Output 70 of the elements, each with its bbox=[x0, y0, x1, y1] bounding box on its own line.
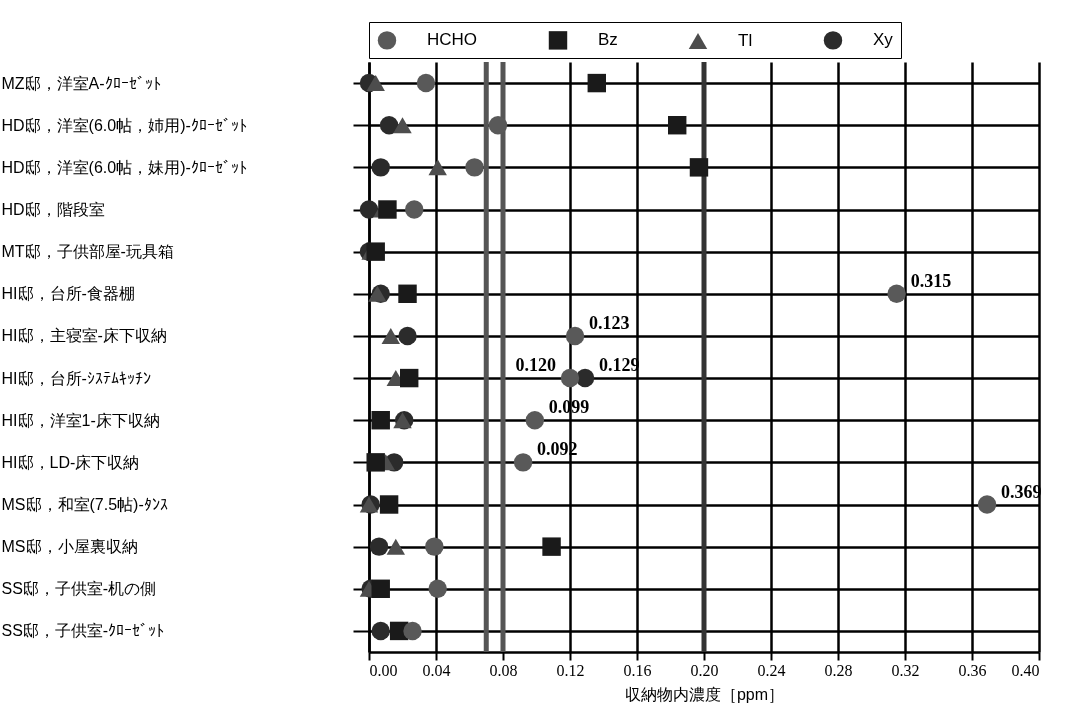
point bbox=[359, 200, 379, 219]
x-tick-label: 0.32 bbox=[891, 661, 920, 679]
y-tick-label: HI邸，台所-食器棚 bbox=[1, 285, 135, 303]
point bbox=[378, 200, 397, 219]
point bbox=[371, 621, 390, 641]
data-label: 0.315 bbox=[910, 270, 952, 291]
point bbox=[403, 621, 422, 641]
x-tick-label: 0.08 bbox=[489, 661, 518, 679]
x-tick-label: 0.16 bbox=[623, 661, 652, 679]
point bbox=[565, 326, 585, 346]
y-tick-label: MS邸，和室(7.5帖)-ﾀﾝｽ bbox=[1, 496, 168, 513]
x-tick-label: 0.00 bbox=[369, 661, 398, 679]
point bbox=[525, 411, 545, 430]
point bbox=[371, 158, 390, 177]
point bbox=[371, 410, 390, 430]
x-tick-label: 0.36 bbox=[958, 661, 987, 679]
data-label: 0.123 bbox=[589, 312, 630, 333]
legend-label: Bz bbox=[598, 30, 618, 50]
x-tick-label: 0.04 bbox=[422, 661, 451, 679]
legend-label: HCHO bbox=[427, 30, 478, 50]
y-tick-label: SS邸，子供室-机の側 bbox=[1, 580, 157, 598]
y-tick-label: HI邸，洋室1-床下収納 bbox=[1, 411, 160, 429]
point bbox=[398, 284, 417, 303]
point bbox=[587, 73, 607, 93]
point bbox=[513, 453, 533, 472]
legend-label: Tl bbox=[738, 31, 753, 50]
point bbox=[488, 116, 508, 135]
y-tick-label: HD邸，洋室(6.0帖，妹用)-ｸﾛｰｾﾞｯﾄ bbox=[1, 158, 247, 176]
point bbox=[560, 368, 580, 388]
point bbox=[369, 537, 389, 556]
point bbox=[399, 368, 419, 388]
point bbox=[366, 453, 385, 472]
point bbox=[398, 326, 417, 346]
y-tick-label: MS邸，小屋裏収納 bbox=[1, 538, 138, 556]
point bbox=[405, 200, 424, 219]
legend-label: Xy bbox=[873, 30, 894, 50]
point bbox=[689, 158, 709, 177]
point bbox=[542, 537, 561, 556]
y-tick-label: HI邸，LD-床下収納 bbox=[1, 453, 140, 471]
x-tick-label: 0.12 bbox=[556, 661, 585, 679]
x-tick-label: 0.24 bbox=[757, 661, 786, 679]
point bbox=[667, 115, 687, 135]
point bbox=[379, 116, 399, 135]
point bbox=[465, 158, 484, 177]
point bbox=[393, 117, 412, 134]
y-tick-label: MZ邸，洋室A-ｸﾛｰｾﾞｯﾄ bbox=[1, 74, 161, 92]
y-tick-label: MT邸，子供部屋-玩具箱 bbox=[1, 243, 174, 261]
y-tick-label: HD邸，階段室 bbox=[1, 201, 105, 218]
point bbox=[366, 75, 385, 92]
point bbox=[371, 579, 390, 598]
point bbox=[887, 284, 906, 303]
point bbox=[428, 579, 447, 598]
point bbox=[379, 495, 399, 514]
point bbox=[428, 159, 447, 176]
point bbox=[425, 537, 444, 556]
y-tick-label: HI邸，主寝室-床下収納 bbox=[1, 327, 167, 345]
point bbox=[386, 538, 406, 555]
point bbox=[575, 368, 595, 388]
y-tick-label: HD邸，洋室(6.0帖，姉用)-ｸﾛｰｾﾞｯﾄ bbox=[1, 116, 247, 134]
point bbox=[366, 242, 385, 261]
point bbox=[381, 327, 400, 344]
point bbox=[977, 495, 997, 514]
x-tick-label: 0.40 bbox=[1011, 661, 1040, 679]
y-tick-label: SS邸，子供室-ｸﾛｰｾﾞｯﾄ bbox=[1, 622, 165, 640]
x-tick-label: 0.28 bbox=[824, 661, 853, 679]
y-tick-label: HI邸，台所-ｼｽﾃﾑｷｯﾁﾝ bbox=[1, 369, 151, 387]
x-axis-title: 収納物内濃度［ppm］ bbox=[624, 685, 785, 703]
point bbox=[416, 73, 436, 93]
data-label: 0.120 bbox=[515, 355, 556, 376]
x-tick-label: 0.20 bbox=[690, 661, 719, 679]
